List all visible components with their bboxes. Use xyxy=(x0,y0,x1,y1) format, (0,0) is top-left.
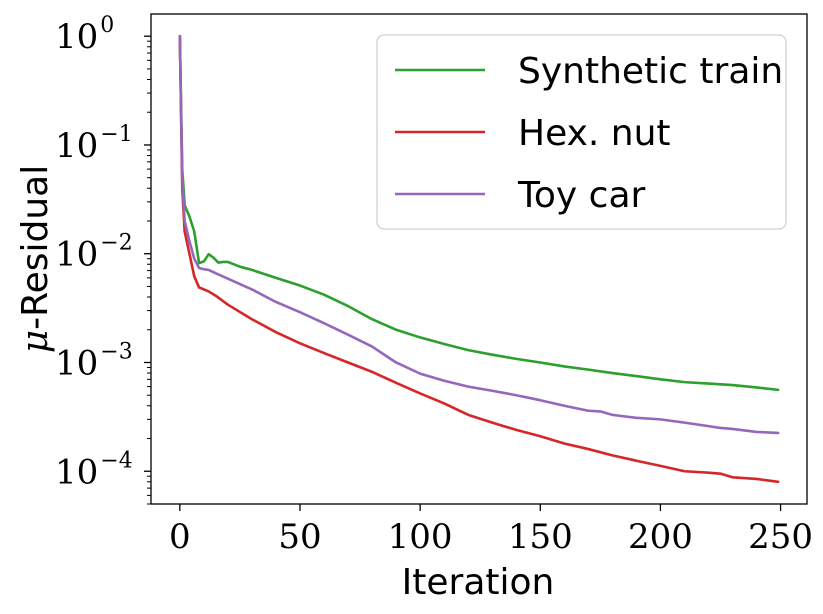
x-tick-label: 150 xyxy=(508,517,573,557)
legend-items: Synthetic train Hex. nut Toy car xyxy=(395,51,783,216)
y-axis-ticks: 100 10−1 10−2 10−3 10−4 xyxy=(55,13,151,505)
x-tick-label: 200 xyxy=(628,517,693,557)
y-tick-label: 10−2 xyxy=(55,231,133,275)
x-tick-label: 50 xyxy=(278,517,321,557)
legend: Synthetic train Hex. nut Toy car xyxy=(376,34,787,230)
x-tick-label: 100 xyxy=(388,517,453,557)
y-tick-label: 10−1 xyxy=(55,122,133,166)
y-axis-label-rest: -Residual xyxy=(15,165,56,330)
x-axis-ticks: 0 50 100 150 200 250 xyxy=(169,504,813,557)
legend-label-0: Synthetic train xyxy=(518,51,783,92)
series-line-0 xyxy=(178,34,780,392)
y-tick-label: 10−4 xyxy=(55,448,133,492)
series-line-1 xyxy=(178,34,780,484)
y-axis-label: μ-Residual xyxy=(15,165,56,353)
x-axis-label: Iteration xyxy=(402,562,555,603)
legend-label-2: Toy car xyxy=(517,175,646,216)
y-tick-label: 10−3 xyxy=(55,339,133,383)
y-tick-label: 100 xyxy=(55,13,114,57)
x-tick-label: 250 xyxy=(748,517,813,557)
legend-label-1: Hex. nut xyxy=(518,113,671,154)
legend-box xyxy=(376,34,787,230)
series-line-2 xyxy=(178,34,780,435)
y-axis-label-symbol: μ xyxy=(15,330,56,353)
series-layer xyxy=(178,34,780,484)
x-tick-label: 0 xyxy=(169,517,191,557)
